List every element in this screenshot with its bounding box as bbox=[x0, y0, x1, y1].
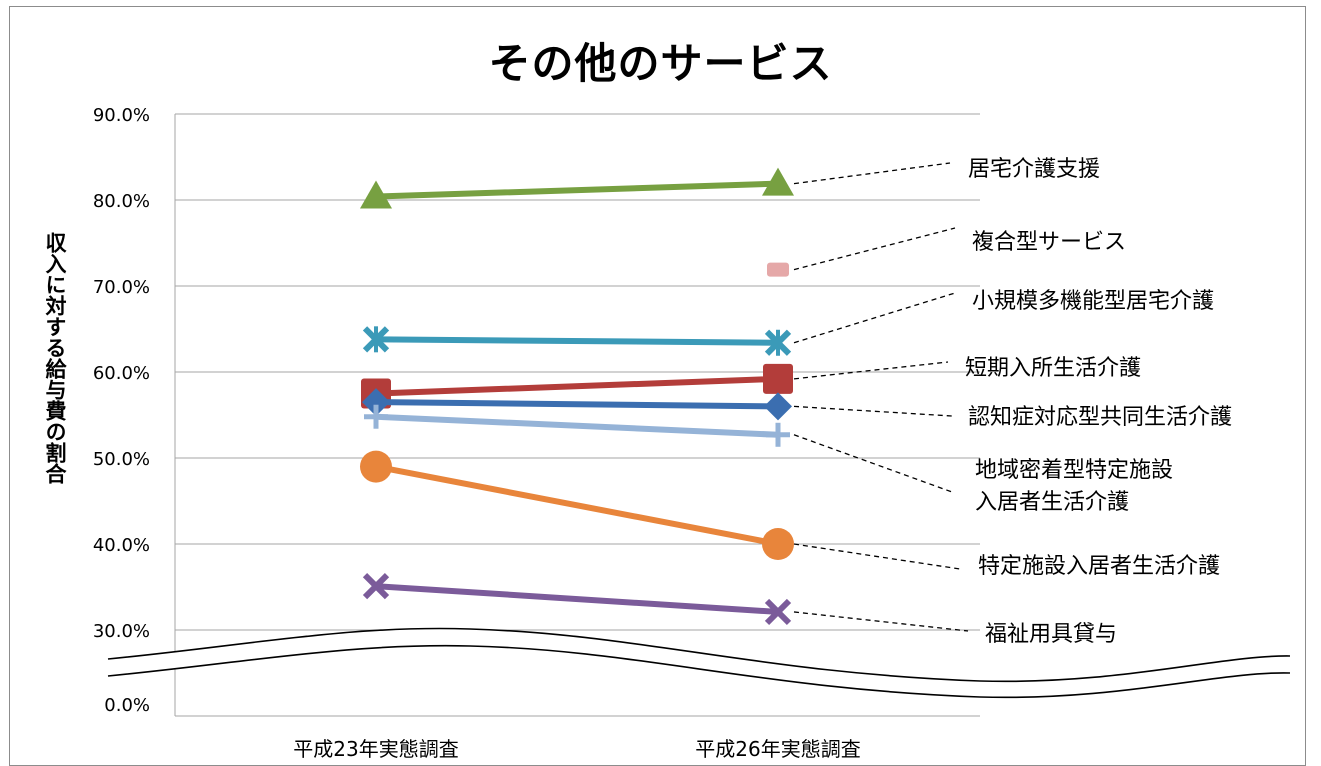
series-label: 福祉用具貸与 bbox=[985, 622, 1117, 647]
data-point-0 bbox=[360, 450, 392, 483]
data-point-1 bbox=[763, 363, 793, 394]
series-label: 入居者生活介護 bbox=[975, 490, 1129, 515]
axis-break-line bbox=[107, 627, 1291, 683]
leader-line bbox=[793, 611, 969, 632]
axis-break-fill bbox=[108, 628, 1290, 698]
data-point-1 bbox=[762, 167, 794, 196]
data-point-0 bbox=[362, 388, 390, 417]
series-6 bbox=[373, 463, 781, 547]
y-tick-label: 50.0% bbox=[93, 449, 150, 470]
leader-line bbox=[793, 361, 949, 380]
data-point-0 bbox=[360, 180, 392, 209]
series-line bbox=[373, 413, 781, 438]
data-point-1 bbox=[764, 598, 792, 626]
series-line bbox=[373, 463, 781, 547]
series-label: 小規模多機能型居宅介護 bbox=[972, 289, 1214, 314]
data-point-1 bbox=[762, 528, 794, 560]
data-point-0 bbox=[362, 573, 390, 600]
chart-title: その他のサービス bbox=[488, 39, 833, 88]
y-axis-label: 収入に対する給与費の割合 bbox=[43, 232, 67, 484]
series-line bbox=[373, 336, 781, 346]
series-3 bbox=[373, 375, 781, 397]
series-line bbox=[373, 375, 781, 397]
data-point-1 bbox=[767, 262, 789, 277]
series-line bbox=[373, 583, 781, 615]
series-line bbox=[373, 399, 781, 410]
series-line bbox=[373, 180, 781, 200]
series-label: 複合型サービス bbox=[972, 230, 1126, 255]
series-label: 特定施設入居者生活介護 bbox=[978, 554, 1220, 579]
x-tick-label: 平成26年実態調査 bbox=[695, 737, 860, 761]
y-tick-label: 40.0% bbox=[93, 535, 150, 556]
series-0 bbox=[373, 180, 781, 200]
data-point-1 bbox=[764, 392, 792, 421]
y-tick-label: 70.0% bbox=[93, 277, 150, 298]
x-tick-label: 平成23年実態調査 bbox=[293, 737, 458, 761]
leader-line bbox=[793, 292, 956, 344]
y-tick-label: 80.0% bbox=[93, 191, 150, 212]
leader-line bbox=[793, 162, 951, 185]
series-label: 短期入所生活介護 bbox=[965, 356, 1141, 381]
leader-line bbox=[793, 434, 953, 493]
y-tick-label: 30.0% bbox=[93, 621, 150, 642]
y-tick-label: 0.0% bbox=[104, 695, 150, 716]
leader-line bbox=[793, 405, 953, 417]
leader-line bbox=[793, 227, 956, 271]
series-7 bbox=[373, 583, 781, 615]
series-label: 地域密着型特定施設 bbox=[975, 458, 1173, 483]
series-label: 認知症対応型共同生活介護 bbox=[968, 405, 1232, 430]
series-2 bbox=[373, 336, 781, 346]
y-tick-label: 60.0% bbox=[93, 363, 150, 384]
series-label: 居宅介護支援 bbox=[968, 157, 1100, 182]
y-tick-label: 90.0% bbox=[93, 105, 150, 126]
series-4 bbox=[373, 399, 781, 410]
axis-break-line bbox=[107, 644, 1291, 699]
leader-line bbox=[793, 543, 961, 570]
series-5 bbox=[373, 413, 781, 438]
